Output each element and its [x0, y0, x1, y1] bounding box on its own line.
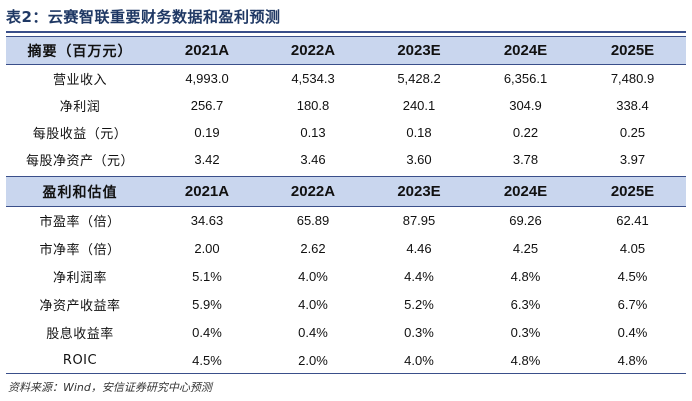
- row-label-cell: 净利润: [59, 99, 101, 115]
- value-cell: 69.26: [509, 213, 542, 229]
- value-cell: 0.13: [300, 124, 326, 140]
- source-note: 资料来源：Wind，安信证券研究中心预测: [8, 381, 212, 394]
- value-cell: 4.8%: [510, 353, 541, 368]
- table-row: 营业收入 4,993.0 4,534.3 5,428.2 6,356.1 7,480.9: [6, 65, 686, 92]
- profitability-valuation-table: 盈利和估值 2021A 2022A 2023E 2024E 2025E 市盈率（倍） 34.6…: [6, 176, 686, 375]
- value-cell: 180.8: [296, 97, 330, 113]
- value-cell: 240.1: [402, 97, 436, 113]
- value-cell: 0.4%: [192, 325, 222, 340]
- value-cell: 7,480.9: [610, 70, 655, 86]
- value-cell: 5,428.2: [397, 70, 441, 86]
- value-cell: 4.25: [512, 241, 539, 256]
- value-cell: 4.8%: [510, 269, 541, 284]
- value-cell: 34.63: [190, 213, 224, 229]
- value-cell: 304.9: [509, 97, 542, 113]
- header-year-cell: 2024E: [472, 176, 579, 207]
- value-cell: 3.42: [194, 151, 220, 167]
- table-row: 股息收益率 0.4% 0.4% 0.3% 0.3% 0.4%: [6, 319, 686, 347]
- value-cell: 0.19: [194, 124, 220, 140]
- value-cell: 0.3%: [510, 325, 541, 340]
- row-label-cell: 净利润率: [52, 271, 107, 286]
- value-cell: 87.95: [402, 213, 436, 229]
- header-year-cell: 2024E: [472, 36, 579, 65]
- value-cell: 3.46: [300, 151, 326, 167]
- value-cell: 6.7%: [617, 297, 648, 312]
- table-row: 市净率（倍） 2.00 2.62 4.46 4.25 4.05: [6, 235, 686, 263]
- value-cell: 4.05: [619, 241, 646, 256]
- table-row: 市盈率（倍） 34.63 65.89 87.95 69.26 62.41: [6, 207, 686, 235]
- table-row: 净利润 256.7 180.8 240.1 304.9 338.4: [6, 92, 686, 119]
- value-cell: 0.22: [512, 124, 539, 140]
- header-label-cell: 摘要（百万元）: [6, 36, 154, 65]
- row-label-cell: 每股净资产（元）: [25, 153, 134, 169]
- table-header-row: 盈利和估值 2021A 2022A 2023E 2024E 2025E: [6, 176, 686, 207]
- table-title: 表2：云赛智联重要财务数据和盈利预测: [6, 8, 281, 26]
- table-header-row: 摘要（百万元） 2021A 2022A 2023E 2024E 2025E: [6, 36, 686, 65]
- row-label-cell: 市盈率（倍）: [39, 215, 121, 231]
- value-cell: 5.9%: [192, 297, 222, 312]
- value-cell: 4.0%: [404, 353, 434, 368]
- table-row: 净资产收益率 5.9% 4.0% 5.2% 6.3% 6.7%: [6, 291, 686, 319]
- row-label-cell: 市净率（倍）: [39, 243, 121, 258]
- value-cell: 4.0%: [298, 269, 328, 284]
- value-cell: 2.00: [194, 241, 220, 256]
- value-cell: 0.25: [619, 124, 646, 140]
- value-cell: 0.4%: [298, 325, 328, 340]
- value-cell: 4.0%: [298, 297, 328, 312]
- value-cell: 4.46: [406, 241, 432, 256]
- value-cell: 6.3%: [510, 297, 541, 312]
- value-cell: 5.1%: [192, 269, 222, 284]
- title-divider: [6, 31, 686, 33]
- header-year-cell: 2021A: [154, 36, 260, 65]
- header-year-cell: 2025E: [579, 176, 686, 207]
- table-row: 每股净资产（元） 3.42 3.46 3.60 3.78 3.97: [6, 146, 686, 173]
- value-cell: 4.4%: [404, 269, 434, 284]
- value-cell: 6,356.1: [503, 70, 548, 86]
- value-cell: 4,534.3: [291, 70, 335, 86]
- value-cell: 0.3%: [404, 325, 434, 340]
- header-year-cell: 2022A: [260, 36, 366, 65]
- row-label-cell: ROIC: [62, 353, 98, 368]
- header-year-cell: 2022A: [260, 176, 366, 207]
- header-year-cell: 2021A: [154, 176, 260, 207]
- value-cell: 3.78: [512, 151, 539, 167]
- value-cell: 3.97: [619, 151, 646, 167]
- row-label-cell: 每股收益（元）: [32, 126, 128, 142]
- value-cell: 62.41: [616, 213, 649, 229]
- value-cell: 2.62: [300, 241, 326, 256]
- value-cell: 3.60: [406, 151, 432, 167]
- table-row: 每股收益（元） 0.19 0.13 0.18 0.22 0.25: [6, 119, 686, 146]
- value-cell: 65.89: [296, 213, 330, 229]
- value-cell: 5.2%: [404, 297, 434, 312]
- value-cell: 0.4%: [617, 325, 648, 340]
- header-year-cell: 2023E: [366, 176, 472, 207]
- row-label-cell: 股息收益率: [46, 327, 114, 342]
- value-cell: 256.7: [190, 97, 224, 113]
- table-row: 净利润率 5.1% 4.0% 4.4% 4.8% 4.5%: [6, 263, 686, 291]
- table-row: ROIC 4.5% 2.0% 4.0% 4.8% 4.8%: [6, 347, 686, 375]
- header-label-cell: 盈利和估值: [6, 176, 154, 207]
- value-cell: 0.18: [406, 124, 432, 140]
- value-cell: 4.8%: [617, 353, 648, 368]
- table-bottom-rule: [6, 373, 686, 374]
- financial-summary-table: 摘要（百万元） 2021A 2022A 2023E 2024E 2025E 营业收入 4,99…: [6, 36, 686, 173]
- header-year-cell: 2025E: [579, 36, 686, 65]
- value-cell: 4.5%: [617, 269, 648, 284]
- value-cell: 4,993.0: [185, 70, 229, 86]
- header-year-cell: 2023E: [366, 36, 472, 65]
- row-label-cell: 营业收入: [52, 72, 107, 88]
- value-cell: 338.4: [616, 97, 649, 113]
- value-cell: 4.5%: [192, 353, 222, 368]
- row-label-cell: 净资产收益率: [39, 299, 121, 314]
- value-cell: 2.0%: [298, 353, 328, 368]
